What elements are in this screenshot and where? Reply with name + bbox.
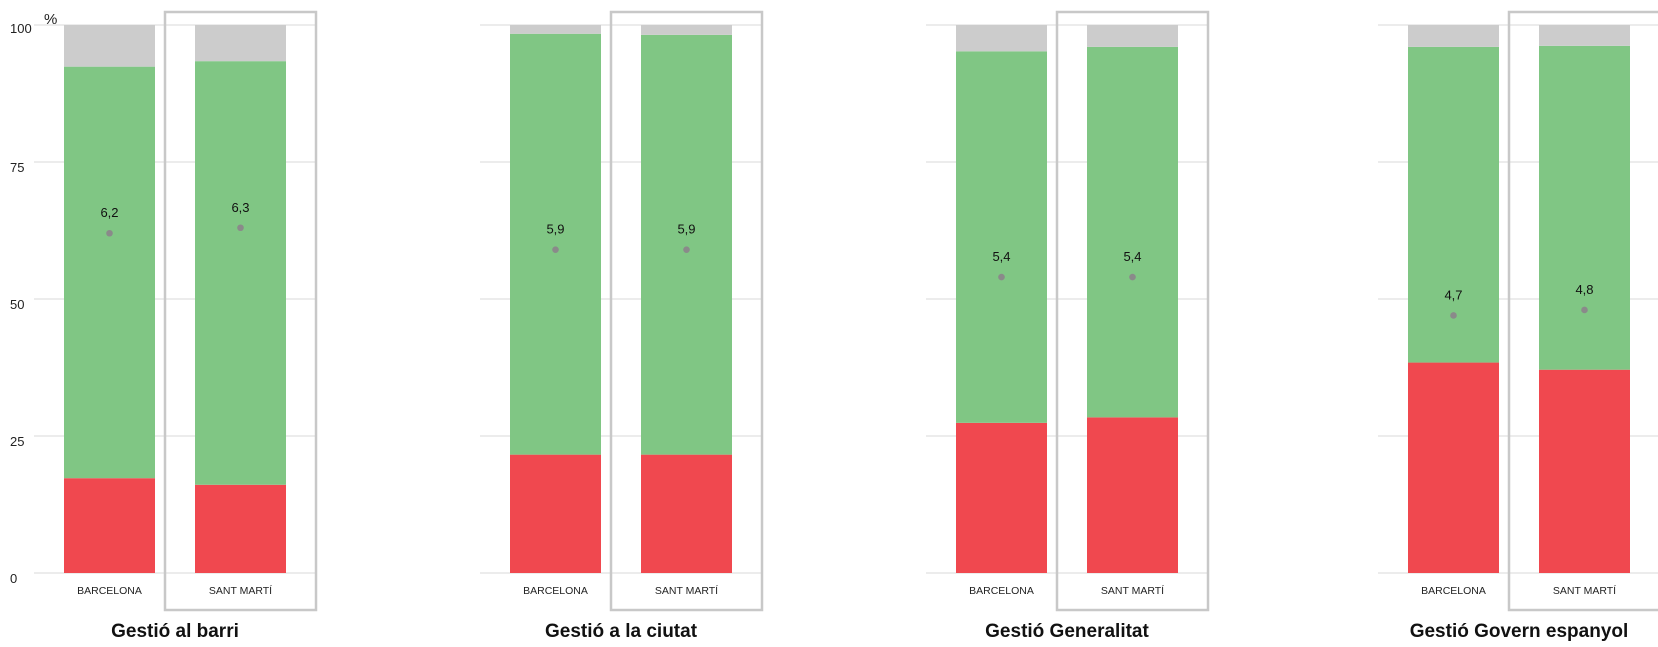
labels-layer: 0 25 50 75 100% 6,2 BARCELONA 6,3 SANT MARTÍ Gest… <box>10 11 1628 642</box>
category-label-4-2: SANT MARTÍ <box>1553 584 1616 597</box>
highlight-frames <box>163 10 1658 612</box>
y-tick-label-100: 100 <box>10 21 32 36</box>
y-tick-label-25: 25 <box>10 434 24 449</box>
panel-title-4: Gestió Govern espanyol <box>1410 621 1629 642</box>
mean-dot-1-2 <box>237 224 244 232</box>
category-label-2-1: BARCELONA <box>523 585 588 597</box>
mean-label-2-2: 5,9 <box>677 222 695 237</box>
mean-label-3-2: 5,4 <box>1123 249 1141 264</box>
category-label-3-1: BARCELONA <box>969 585 1034 597</box>
mean-dot-2-1 <box>552 246 559 253</box>
bar-mid-3-2 <box>1087 46 1178 418</box>
bar-low-2-1 <box>510 454 601 573</box>
category-label-2-2: SANT MARTÍ <box>655 584 718 597</box>
mean-label-3-1: 5,4 <box>992 249 1010 264</box>
bar-mid-1-2 <box>195 61 286 485</box>
mean-label-2-1: 5,9 <box>546 222 564 237</box>
highlight-frame-4 <box>1507 10 1658 612</box>
panel-title-3: Gestió Generalitat <box>985 621 1149 642</box>
category-label-1-1: BARCELONA <box>77 585 142 597</box>
bar-rest-2-2 <box>641 25 732 35</box>
mean-dot-4-2 <box>1581 306 1588 314</box>
bar-low-1-2 <box>195 484 286 573</box>
bar-rest-2-1 <box>510 25 601 34</box>
y-tick-label-75: 75 <box>10 160 24 175</box>
mean-dot-3-1 <box>998 273 1005 281</box>
mean-dot-1-1 <box>106 229 113 237</box>
bar-low-2-2 <box>641 454 732 573</box>
highlight-frame-2 <box>609 10 764 612</box>
bar-mid-4-1 <box>1408 46 1499 363</box>
mean-dot-4-1 <box>1450 312 1457 319</box>
mean-label-4-2: 4,8 <box>1575 282 1593 297</box>
bar-rest-4-2 <box>1539 25 1630 46</box>
bar-low-4-2 <box>1539 369 1630 573</box>
mean-label-1-1: 6,2 <box>100 205 118 220</box>
highlight-frame-3 <box>1055 10 1210 612</box>
category-label-4-1: BARCELONA <box>1421 585 1486 597</box>
bar-low-4-1 <box>1408 362 1499 573</box>
bar-rest-1-2 <box>195 25 286 62</box>
panel-title-1: Gestió al barri <box>111 621 239 642</box>
bar-low-3-1 <box>956 422 1047 573</box>
highlight-frame-1 <box>163 10 318 612</box>
mean-label-4-1: 4,7 <box>1444 287 1462 302</box>
bar-mid-4-2 <box>1539 45 1630 370</box>
panel-title-2: Gestió a la ciutat <box>545 621 698 642</box>
bar-rest-4-1 <box>1408 25 1499 47</box>
bar-mid-1-1 <box>64 66 155 479</box>
mean-label-1-2: 6,3 <box>231 200 249 215</box>
bar-rest-3-2 <box>1087 25 1178 47</box>
y-tick-label-50: 50 <box>10 297 24 312</box>
mean-dot-2-2 <box>683 246 690 253</box>
y-axis-unit: % <box>44 11 57 28</box>
y-tick-label-0: 0 <box>10 571 17 586</box>
bars-layer <box>64 25 1630 573</box>
category-label-3-2: SANT MARTÍ <box>1101 584 1164 597</box>
bar-rest-3-1 <box>956 25 1047 52</box>
bar-mid-3-1 <box>956 51 1047 423</box>
bar-rest-1-1 <box>64 25 155 67</box>
bar-low-1-1 <box>64 478 155 573</box>
bar-mid-2-1 <box>510 33 601 455</box>
bar-low-3-2 <box>1087 417 1178 573</box>
category-label-1-2: SANT MARTÍ <box>209 584 272 597</box>
bar-mid-2-2 <box>641 34 732 455</box>
mean-dot-3-2 <box>1129 273 1136 281</box>
